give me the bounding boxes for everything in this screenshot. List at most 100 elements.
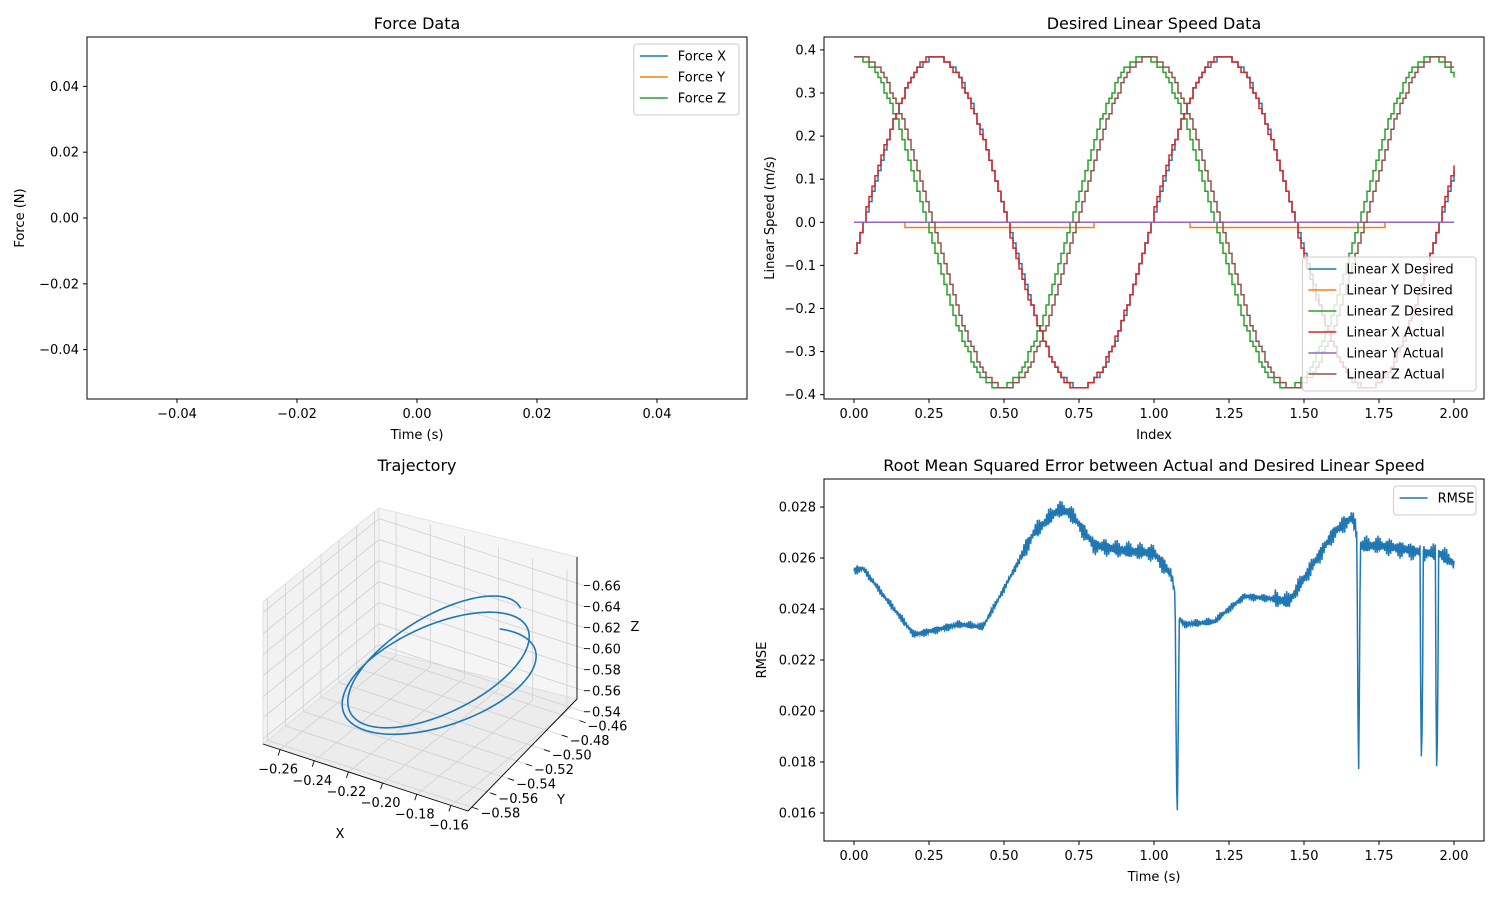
z-tick-label: 0.58 bbox=[592, 664, 621, 679]
y-axis-line bbox=[467, 698, 578, 812]
grid-line-x bbox=[313, 524, 431, 762]
y-tick-label: 0.02 bbox=[50, 146, 79, 161]
x-tick-label: −0.04 bbox=[157, 407, 197, 422]
legend-label: Linear Z Actual bbox=[1346, 368, 1444, 383]
grid-line-y bbox=[320, 555, 527, 765]
y-tick-label: 0.016 bbox=[779, 806, 816, 821]
grid-line-y bbox=[338, 540, 544, 750]
x-tick-label: 2.00 bbox=[1440, 407, 1469, 422]
y-tick-label: 0.022 bbox=[779, 654, 816, 669]
legend-label: Linear Z Desired bbox=[1346, 305, 1453, 320]
x-tick-label: −0.22 bbox=[326, 785, 366, 800]
x-tick-label: 0.75 bbox=[1065, 849, 1094, 864]
rmse-chart: Root Mean Squared Error between Actual a… bbox=[755, 456, 1485, 885]
x-tick-label: −0.16 bbox=[429, 818, 469, 833]
grid-line-z bbox=[262, 560, 585, 655]
y-tick-label: 0.1 bbox=[795, 173, 816, 188]
y-tick-label: 0.2 bbox=[795, 130, 816, 145]
legend-label: Linear X Actual bbox=[1346, 326, 1444, 341]
y-tick-label: −0.58 bbox=[480, 806, 520, 821]
grid-line-y bbox=[356, 526, 562, 736]
linear-speed-chart: Desired Linear Speed Data 0.00 0.25 0.50 0.7… bbox=[763, 14, 1485, 443]
x-tick-label: 0.75 bbox=[1065, 407, 1094, 422]
x-tick-mark bbox=[345, 771, 349, 779]
grid-line-y bbox=[267, 598, 473, 808]
legend-label: Linear Y Actual bbox=[1346, 347, 1443, 362]
x-tick-label: −0.24 bbox=[292, 774, 332, 789]
grid-line-z bbox=[262, 623, 585, 719]
y-tick-mark bbox=[561, 734, 568, 738]
grid-line-x bbox=[348, 535, 465, 773]
y-tick-label: 0.04 bbox=[50, 80, 79, 95]
x-tick-mark bbox=[380, 782, 384, 790]
trajectory-line bbox=[341, 595, 537, 736]
chart-title: Force Data bbox=[374, 14, 461, 33]
legend: RMSE bbox=[1393, 485, 1477, 516]
x-tick-label: 1.50 bbox=[1290, 407, 1319, 422]
z-tick-label: 0.56 bbox=[592, 685, 621, 700]
y-tick-label: 0.00 bbox=[50, 212, 79, 227]
y-tick-label: −0.2 bbox=[784, 302, 816, 317]
x-tick-label: 0.00 bbox=[403, 407, 432, 422]
x-tick-label: 1.25 bbox=[1215, 849, 1244, 864]
x-tick-label: −0.18 bbox=[395, 807, 435, 822]
y-tick-label: 0.4 bbox=[795, 43, 816, 58]
legend-label: Force X bbox=[678, 50, 726, 65]
z-tick-label: 0.62 bbox=[592, 622, 621, 637]
y-tick-mark bbox=[525, 763, 533, 767]
legend-label: Force Z bbox=[678, 92, 726, 107]
y-tick-mark bbox=[472, 806, 479, 810]
x-tick-label: 0.02 bbox=[523, 407, 552, 422]
y-tick-label: 0.024 bbox=[779, 603, 816, 618]
legend-box bbox=[1393, 485, 1477, 516]
x-tick-label: −0.26 bbox=[258, 763, 298, 778]
chart-title: Trajectory bbox=[377, 456, 457, 475]
z-axis-label: Z bbox=[631, 620, 640, 635]
y-axis-label: RMSE bbox=[755, 642, 770, 679]
legend: Linear X Desired Linear Y Desired Linear Z… bbox=[1301, 256, 1477, 392]
x-tick-label: 0.00 bbox=[840, 849, 869, 864]
legend-label: Linear Y Desired bbox=[1346, 284, 1452, 299]
x-tick-label: 1.00 bbox=[1140, 407, 1169, 422]
legend-label: Linear X Desired bbox=[1346, 263, 1453, 278]
x-tick-label: 1.75 bbox=[1365, 849, 1394, 864]
grid-line-y bbox=[302, 569, 509, 779]
x-tick-label: 2.00 bbox=[1440, 849, 1469, 864]
grid-line-z bbox=[262, 602, 585, 697]
y-tick-label: 0.3 bbox=[795, 87, 816, 102]
x-tick-label: 1.50 bbox=[1290, 849, 1319, 864]
y-axis-label: Force (N) bbox=[13, 188, 28, 247]
grid-line-x bbox=[450, 569, 568, 806]
x-axis-line bbox=[262, 743, 469, 812]
y-tick-label: 0.018 bbox=[779, 755, 816, 770]
legend-box bbox=[1301, 256, 1477, 392]
x-tick-label: 0.50 bbox=[990, 849, 1019, 864]
y-tick-label: −0.4 bbox=[784, 388, 816, 403]
legend-label: Force Y bbox=[678, 71, 725, 86]
x-tick-label: −0.02 bbox=[277, 407, 317, 422]
x-tick-label: 0.00 bbox=[840, 407, 869, 422]
y-tick-label: 0.028 bbox=[779, 501, 816, 516]
grid-line-x bbox=[416, 558, 534, 795]
y-tick-label: −0.50 bbox=[552, 749, 592, 764]
chart-title: Desired Linear Speed Data bbox=[1047, 14, 1262, 33]
axes-frame bbox=[86, 36, 748, 400]
z-tick-label: 0.54 bbox=[592, 706, 621, 721]
grid-line-y bbox=[284, 583, 491, 794]
grid-line-z bbox=[262, 518, 585, 613]
y-tick-label: 0.020 bbox=[779, 704, 816, 719]
x-axis-label: Time (s) bbox=[1127, 870, 1181, 885]
z-tick-label: 0.66 bbox=[592, 580, 621, 595]
grid-line-x bbox=[279, 513, 397, 750]
x-tick-label: 1.75 bbox=[1365, 407, 1394, 422]
y-axis-label: Linear Speed (m/s) bbox=[763, 156, 778, 279]
y-tick-label: 0.026 bbox=[779, 552, 816, 567]
x-tick-mark bbox=[311, 760, 315, 767]
y-tick-mark bbox=[579, 720, 586, 724]
y-tick-label: −0.02 bbox=[39, 277, 79, 292]
z-tick-label: 0.60 bbox=[592, 643, 621, 658]
chart-title: Root Mean Squared Error between Actual a… bbox=[883, 456, 1425, 475]
y-tick-label: −0.46 bbox=[588, 720, 628, 735]
y-tick-label: −0.48 bbox=[570, 734, 610, 749]
